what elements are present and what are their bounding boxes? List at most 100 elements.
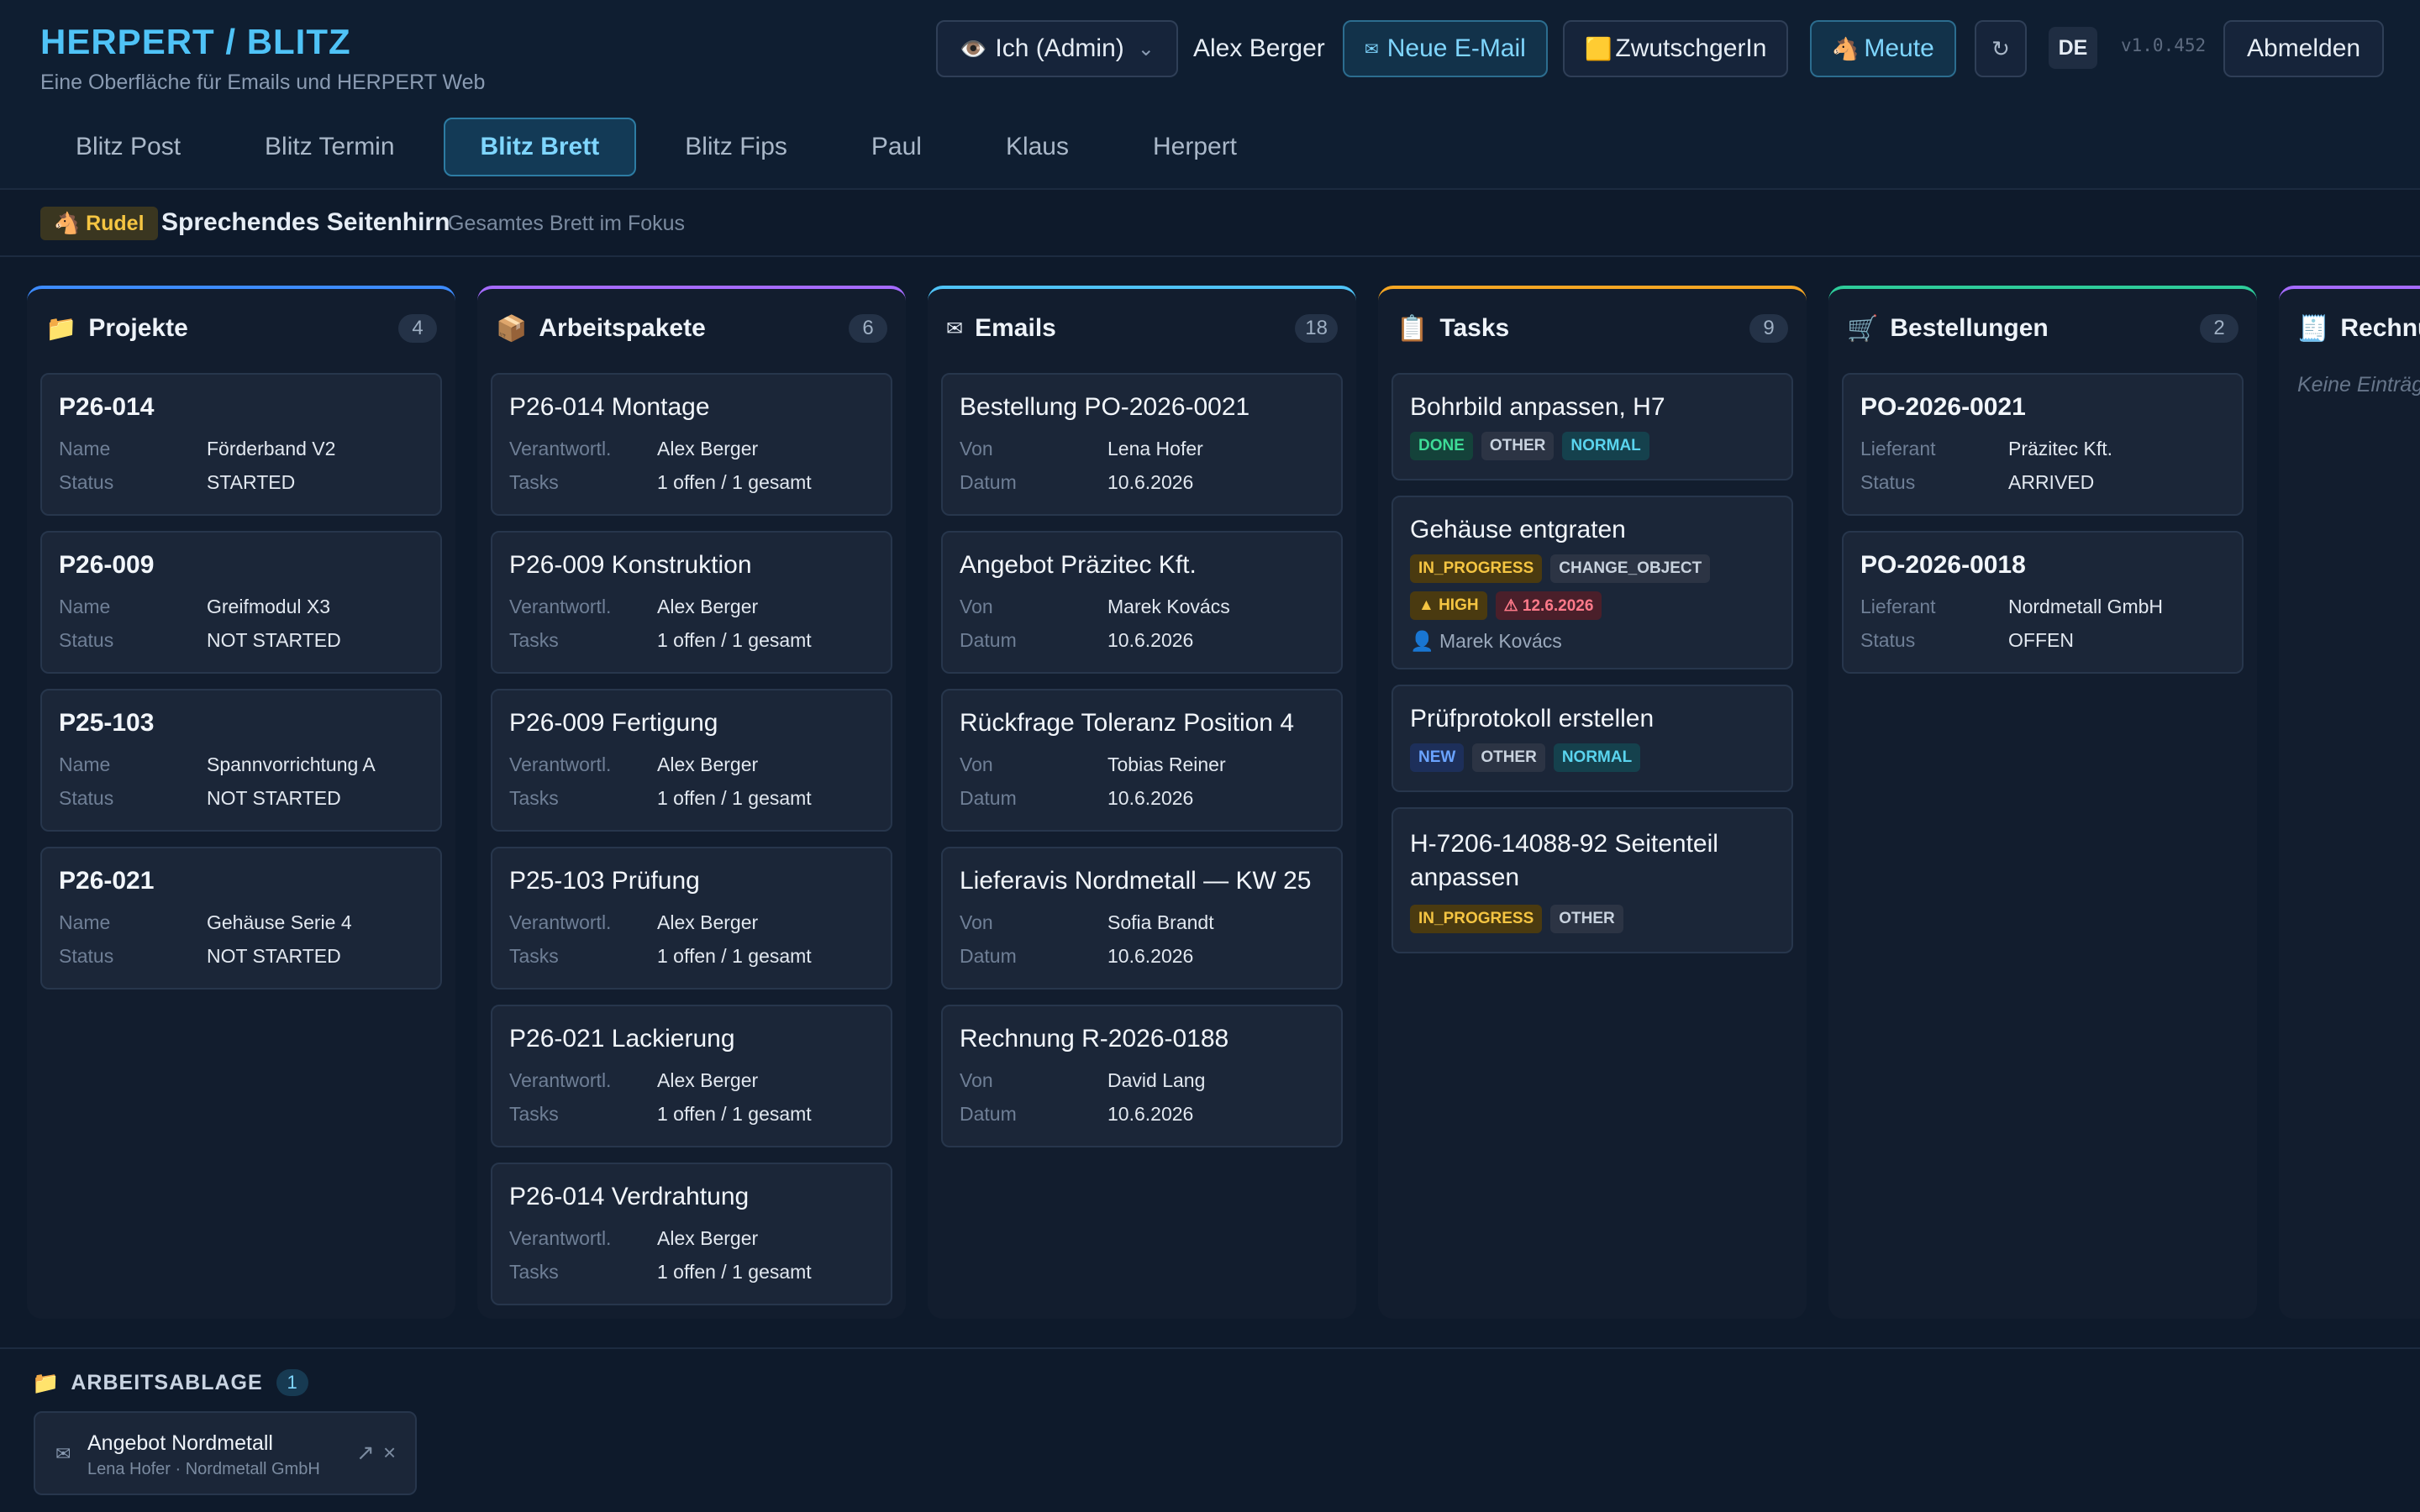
status-badge: DONE — [1410, 432, 1473, 460]
status-badge: IN_PROGRESS — [1410, 905, 1543, 933]
rudel-bar: 🐴 Rudel Sprechendes Seitenhirn Gesamtes … — [0, 192, 2420, 257]
field-value: Förderband V2 — [207, 437, 336, 459]
type-badge: OTHER — [1472, 743, 1545, 772]
status-badge: IN_PROGRESS — [1410, 554, 1543, 583]
meute-label: Meute — [1864, 34, 1934, 62]
email-card[interactable]: Rückfrage Toleranz Position 4 Von Tobias … — [941, 689, 1343, 832]
item-name: Angebot Nordmetall — [87, 1431, 273, 1455]
email-card[interactable]: Angebot Präzitec Kft. Von Marek Kovács Da… — [941, 531, 1343, 674]
card-title: PO-2026-0021 — [1860, 393, 2026, 421]
board: 📁 Projekte 4 P26-014 Name Förderband V2 S… — [27, 286, 2420, 1319]
workpackage-card[interactable]: P25-103 Prüfung Verantwortl. Alex Berger … — [491, 847, 892, 990]
card-title: Bohrbild anpassen, H7 — [1410, 393, 1665, 421]
column-title: Rechnu — [2340, 314, 2420, 342]
field-label: Tasks — [509, 786, 559, 809]
project-card[interactable]: P26-021 Name Gehäuse Serie 4 Status NOT ST… — [40, 847, 442, 990]
field-value: 1 offen / 1 gesamt — [657, 786, 812, 809]
yellow-square-icon: 🟨 — [1585, 35, 1612, 61]
task-card[interactable]: Prüfprotokoll erstellen NEW OTHER NORMAL — [1392, 685, 1793, 792]
role-select[interactable]: 👁️ Ich (Admin) ⌄ — [936, 20, 1178, 77]
new-email-button[interactable]: ✉ Neue E-Mail — [1343, 20, 1548, 77]
email-card[interactable]: Bestellung PO-2026-0021 Von Lena Hofer Da… — [941, 373, 1343, 516]
chevron-down-icon: ⌄ — [1137, 37, 1155, 60]
project-card[interactable]: P25-103 Name Spannvorrichtung A Status NOT… — [40, 689, 442, 832]
field-label: Tasks — [509, 944, 559, 967]
logout-button[interactable]: Abmelden — [2223, 20, 2385, 77]
role-select-label: Ich (Admin) — [995, 34, 1124, 62]
field-value: 10.6.2026 — [1107, 470, 1194, 493]
field-label: Verantwortl. — [509, 437, 612, 459]
arbeitsablage-item[interactable]: ✉ Angebot Nordmetall Lena Hofer · Nordme… — [34, 1411, 417, 1495]
column-title: Arbeitspakete — [539, 314, 706, 342]
project-card[interactable]: P26-009 Name Greifmodul X3 Status NOT STAR… — [40, 531, 442, 674]
tab-blitz-post[interactable]: Blitz Post — [76, 133, 182, 160]
main-tabs: Blitz Post Blitz Termin Blitz Brett Blit… — [40, 118, 1286, 176]
project-card[interactable]: P26-014 Name Förderband V2 Status STARTED — [40, 373, 442, 516]
card-title: Rechnung R-2026-0188 — [960, 1025, 1229, 1053]
task-card[interactable]: Gehäuse entgraten IN_PROGRESS CHANGE_OBJ… — [1392, 496, 1793, 669]
type-badge: OTHER — [1481, 432, 1555, 460]
column-projekte: 📁 Projekte 4 P26-014 Name Förderband V2 S… — [27, 286, 455, 1319]
field-value: 1 offen / 1 gesamt — [657, 628, 812, 651]
column-tasks: 📋 Tasks 9 Bohrbild anpassen, H7 DONE OTH… — [1378, 286, 1807, 1319]
field-label: Status — [59, 786, 114, 809]
tab-klaus[interactable]: Klaus — [1005, 133, 1069, 160]
app-subtitle: Eine Oberfläche für Emails und HERPERT W… — [40, 71, 486, 94]
tab-paul[interactable]: Paul — [871, 133, 922, 160]
rudel-badge[interactable]: 🐴 Rudel — [40, 207, 158, 240]
meute-button[interactable]: 🐴 Meute — [1810, 20, 1956, 77]
field-value: NOT STARTED — [207, 628, 341, 651]
eye-icon: 👁️ — [960, 35, 987, 61]
field-value: Alex Berger — [657, 1068, 759, 1091]
field-label: Von — [960, 753, 993, 775]
email-card[interactable]: Rechnung R-2026-0188 Von David Lang Datum… — [941, 1005, 1343, 1147]
tab-blitz-brett[interactable]: Blitz Brett — [443, 118, 637, 176]
field-value: David Lang — [1107, 1068, 1206, 1091]
card-title: Angebot Präzitec Kft. — [960, 551, 1197, 579]
field-label: Verantwortl. — [509, 1226, 612, 1249]
assignee: 👤 Marek Kovács — [1410, 630, 1562, 652]
refresh-button[interactable]: ↻ — [1975, 20, 2027, 77]
field-label: Tasks — [509, 470, 559, 493]
language-switch[interactable]: DE — [2049, 27, 2097, 69]
zwutschgerin-button[interactable]: 🟨 ZwutschgerIn — [1563, 20, 1789, 77]
column-title: Tasks — [1439, 314, 1510, 342]
field-label: Von — [960, 911, 993, 933]
tab-blitz-termin[interactable]: Blitz Termin — [265, 133, 395, 160]
card-title: H-7206-14088-92 Seitenteil anpassen — [1410, 830, 1718, 891]
field-value: 10.6.2026 — [1107, 786, 1194, 809]
field-label: Verantwortl. — [509, 1068, 612, 1091]
rudel-title: Sprechendes Seitenhirn — [161, 208, 450, 236]
workpackage-card[interactable]: P26-014 Montage Verantwortl. Alex Berger … — [491, 373, 892, 516]
field-label: Datum — [960, 786, 1017, 809]
order-card[interactable]: PO-2026-0021 Lieferant Präzitec Kft. Stat… — [1842, 373, 2244, 516]
tab-herpert[interactable]: Herpert — [1152, 133, 1238, 160]
field-label: Datum — [960, 628, 1017, 651]
open-external-icon[interactable]: ↗ — [356, 1440, 375, 1465]
workpackage-card[interactable]: P26-009 Fertigung Verantwortl. Alex Berge… — [491, 689, 892, 832]
field-label: Status — [59, 628, 114, 651]
workpackage-card[interactable]: P26-009 Konstruktion Verantwortl. Alex Be… — [491, 531, 892, 674]
field-value: Sofia Brandt — [1107, 911, 1214, 933]
workpackage-card[interactable]: P26-021 Lackierung Verantwortl. Alex Berg… — [491, 1005, 892, 1147]
card-title: Bestellung PO-2026-0021 — [960, 393, 1250, 421]
column-emails: ✉ Emails 18 Bestellung PO-2026-0021 Von L… — [928, 286, 1356, 1319]
envelope-icon: ✉ — [55, 1443, 71, 1464]
field-label: Tasks — [509, 628, 559, 651]
field-value: STARTED — [207, 470, 296, 493]
column-header: 📁 Projekte 4 — [45, 309, 437, 348]
email-card[interactable]: Lieferavis Nordmetall — KW 25 Von Sofia B… — [941, 847, 1343, 990]
priority-badge: NORMAL — [1553, 743, 1641, 772]
field-label: Status — [59, 944, 114, 967]
column-arbeitspakete: 📦 Arbeitspakete 6 P26-014 Montage Verant… — [477, 286, 906, 1319]
order-card[interactable]: PO-2026-0018 Lieferant Nordmetall GmbH St… — [1842, 531, 2244, 674]
cart-icon: 🛒 — [1847, 314, 1879, 343]
version-label: v1.0.452 — [2121, 35, 2207, 55]
task-card[interactable]: Bohrbild anpassen, H7 DONE OTHER NORMAL — [1392, 373, 1793, 480]
field-label: Von — [960, 595, 993, 617]
field-label: Status — [1860, 628, 1916, 651]
task-card[interactable]: H-7206-14088-92 Seitenteil anpassen IN_P… — [1392, 807, 1793, 953]
workpackage-card[interactable]: P26-014 Verdrahtung Verantwortl. Alex Ber… — [491, 1163, 892, 1305]
tab-blitz-fips[interactable]: Blitz Fips — [685, 133, 787, 160]
close-icon[interactable]: × — [383, 1440, 397, 1465]
